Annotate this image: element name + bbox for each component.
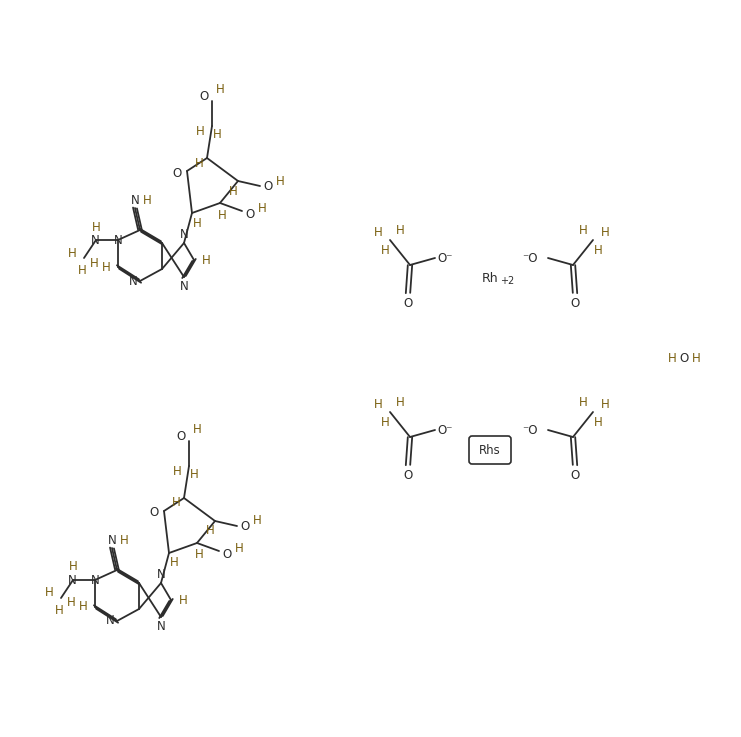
Text: H: H xyxy=(195,548,203,562)
Text: N: N xyxy=(113,234,122,246)
Text: H: H xyxy=(381,416,389,428)
Text: H: H xyxy=(373,226,382,239)
Text: H: H xyxy=(205,525,214,537)
Text: O⁻: O⁻ xyxy=(437,424,453,436)
Text: H: H xyxy=(229,184,237,198)
Text: H: H xyxy=(190,467,199,481)
Text: N: N xyxy=(90,234,99,246)
Text: N: N xyxy=(179,279,188,293)
Text: O: O xyxy=(150,506,159,520)
Text: H: H xyxy=(119,534,128,547)
Text: O: O xyxy=(176,430,186,442)
Text: N: N xyxy=(107,534,116,547)
Text: O: O xyxy=(173,167,182,180)
Text: O: O xyxy=(263,180,273,192)
Text: H: H xyxy=(276,175,285,187)
Text: O: O xyxy=(403,296,413,310)
Text: O: O xyxy=(403,469,413,481)
Text: H: H xyxy=(381,243,389,256)
Text: N: N xyxy=(129,274,137,287)
Text: H: H xyxy=(172,497,180,509)
Text: H: H xyxy=(55,604,64,616)
Text: H: H xyxy=(579,223,588,237)
Text: H: H xyxy=(173,464,182,478)
Text: O: O xyxy=(679,352,688,365)
Text: N: N xyxy=(130,194,139,206)
Text: Rhs: Rhs xyxy=(479,444,501,456)
Text: H: H xyxy=(253,514,262,528)
Text: N: N xyxy=(156,620,165,632)
Text: H: H xyxy=(373,397,382,411)
Text: H: H xyxy=(67,246,76,259)
Text: N: N xyxy=(156,567,165,581)
Text: H: H xyxy=(594,416,602,428)
Text: O: O xyxy=(245,208,255,220)
FancyBboxPatch shape xyxy=(469,436,511,464)
Text: O: O xyxy=(240,520,250,533)
Text: H: H xyxy=(691,352,700,365)
Text: N: N xyxy=(106,615,114,627)
Text: H: H xyxy=(235,542,243,554)
Text: H: H xyxy=(179,593,187,607)
Text: O: O xyxy=(571,296,579,310)
Text: O: O xyxy=(222,548,232,561)
Text: H: H xyxy=(594,243,602,256)
Text: H: H xyxy=(142,194,151,206)
Text: H: H xyxy=(90,256,99,270)
Text: H: H xyxy=(44,587,53,599)
Text: H: H xyxy=(170,556,179,570)
Text: ⁻O: ⁻O xyxy=(522,251,538,265)
Text: H: H xyxy=(78,264,87,276)
Text: N: N xyxy=(90,573,99,587)
Text: H: H xyxy=(216,83,225,96)
Text: H: H xyxy=(601,397,609,411)
Text: O: O xyxy=(571,469,579,481)
Text: H: H xyxy=(258,201,266,214)
Text: H: H xyxy=(69,561,77,573)
Text: H: H xyxy=(79,601,87,613)
Text: H: H xyxy=(579,396,588,408)
Text: N: N xyxy=(179,228,188,240)
Text: H: H xyxy=(67,596,76,609)
Text: +2: +2 xyxy=(500,276,514,286)
Text: H: H xyxy=(202,254,210,267)
Text: H: H xyxy=(396,396,405,408)
Text: O⁻: O⁻ xyxy=(437,251,453,265)
Text: H: H xyxy=(102,260,110,273)
Text: H: H xyxy=(92,220,100,234)
Text: N: N xyxy=(67,573,76,587)
Text: O: O xyxy=(199,89,209,102)
Text: H: H xyxy=(601,226,609,239)
Text: ⁻O: ⁻O xyxy=(522,424,538,436)
Text: H: H xyxy=(193,422,202,436)
Text: H: H xyxy=(396,223,405,237)
Text: H: H xyxy=(195,156,203,170)
Text: H: H xyxy=(218,209,226,222)
Text: H: H xyxy=(193,217,202,229)
Text: H: H xyxy=(213,128,222,141)
Text: H: H xyxy=(196,125,205,138)
Text: Rh: Rh xyxy=(482,271,498,284)
Text: H: H xyxy=(668,352,677,365)
